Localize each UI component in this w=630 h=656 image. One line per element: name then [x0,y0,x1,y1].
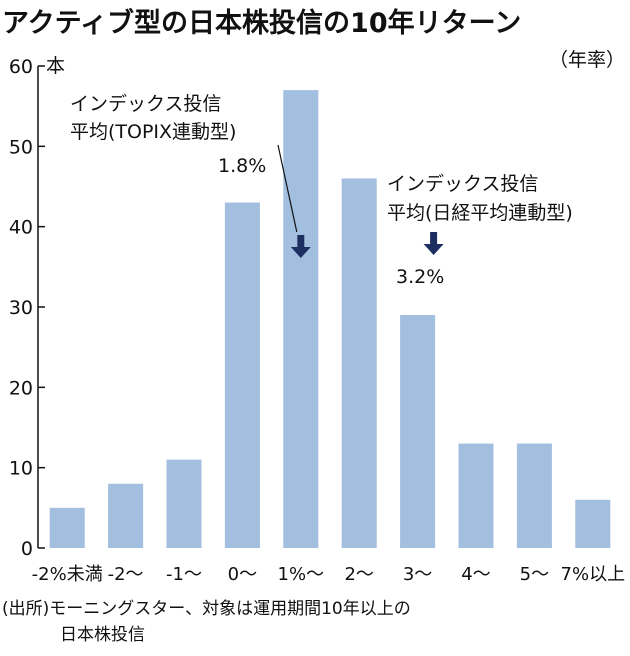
bar [283,90,319,548]
y-tick-label: 30 [9,297,33,319]
down-arrow-icon [290,235,311,258]
x-tick-label: 4～ [461,564,490,585]
y-axis-unit-label: 本 [46,55,65,77]
annotations: インデックス投信平均(TOPIX連動型)1.8%インデックス投信平均(日経平均連… [70,93,573,288]
x-tick-label: -2～ [108,564,144,585]
bar [49,507,85,548]
chart-title: アクティブ型の日本株投信の10年リターン [2,7,521,39]
bar [516,443,552,548]
annotation-nikkei-line-1: インデックス投信 [387,173,538,195]
x-tick-label: 2～ [344,564,373,585]
annotation-topix-leader-line [277,144,298,233]
bar [400,315,436,548]
bar [341,178,377,548]
x-axis: -2%未満 -2～ -1～ 0～ 1%～ 2～ 3～ 4～ 5～ 7%以上 [32,564,625,585]
x-tick-label: 1%～ [278,564,325,585]
arrow-shaft [297,235,305,248]
bar [224,202,260,549]
annotation-topix-value: 1.8% [218,155,266,177]
x-tick-label: 5～ [520,564,549,585]
bar [575,499,611,548]
bar [166,459,202,548]
y-tick-label: 50 [9,136,33,158]
y-tick-label: 20 [9,377,33,399]
x-tick-label: 0～ [228,564,257,585]
y-tick-label: 40 [9,217,33,239]
arrow-head [290,247,311,258]
x-tick-label: -2%未満 [32,564,103,585]
source-note-line-1: (出所)モーニングスター、対象は運用期間10年以上の [2,599,411,619]
y-tick-label: 60 [9,56,33,78]
arrow-head [423,244,444,255]
annotation-nikkei-value: 3.2% [396,266,444,288]
x-tick-label: 7%以上 [561,564,626,585]
chart-subtitle: （年率） [549,49,625,71]
annotation-topix-line-1: インデックス投信 [70,93,221,115]
x-tick-label: -1～ [166,564,202,585]
y-axis: 0 10 20 30 40 50 60 [9,56,45,560]
bar [458,443,494,548]
down-arrow-icon [423,232,444,255]
bar [108,483,144,548]
x-tick-label: 3～ [403,564,432,585]
y-tick-label: 10 [9,458,33,480]
y-tick-label: 0 [21,538,33,560]
annotation-nikkei-line-2: 平均(日経平均連動型) [387,202,573,224]
source-note-line-2: 日本株投信 [60,625,145,645]
annotation-topix-line-2: 平均(TOPIX連動型) [70,121,236,143]
arrow-shaft [430,232,438,245]
bar-series [49,90,611,549]
